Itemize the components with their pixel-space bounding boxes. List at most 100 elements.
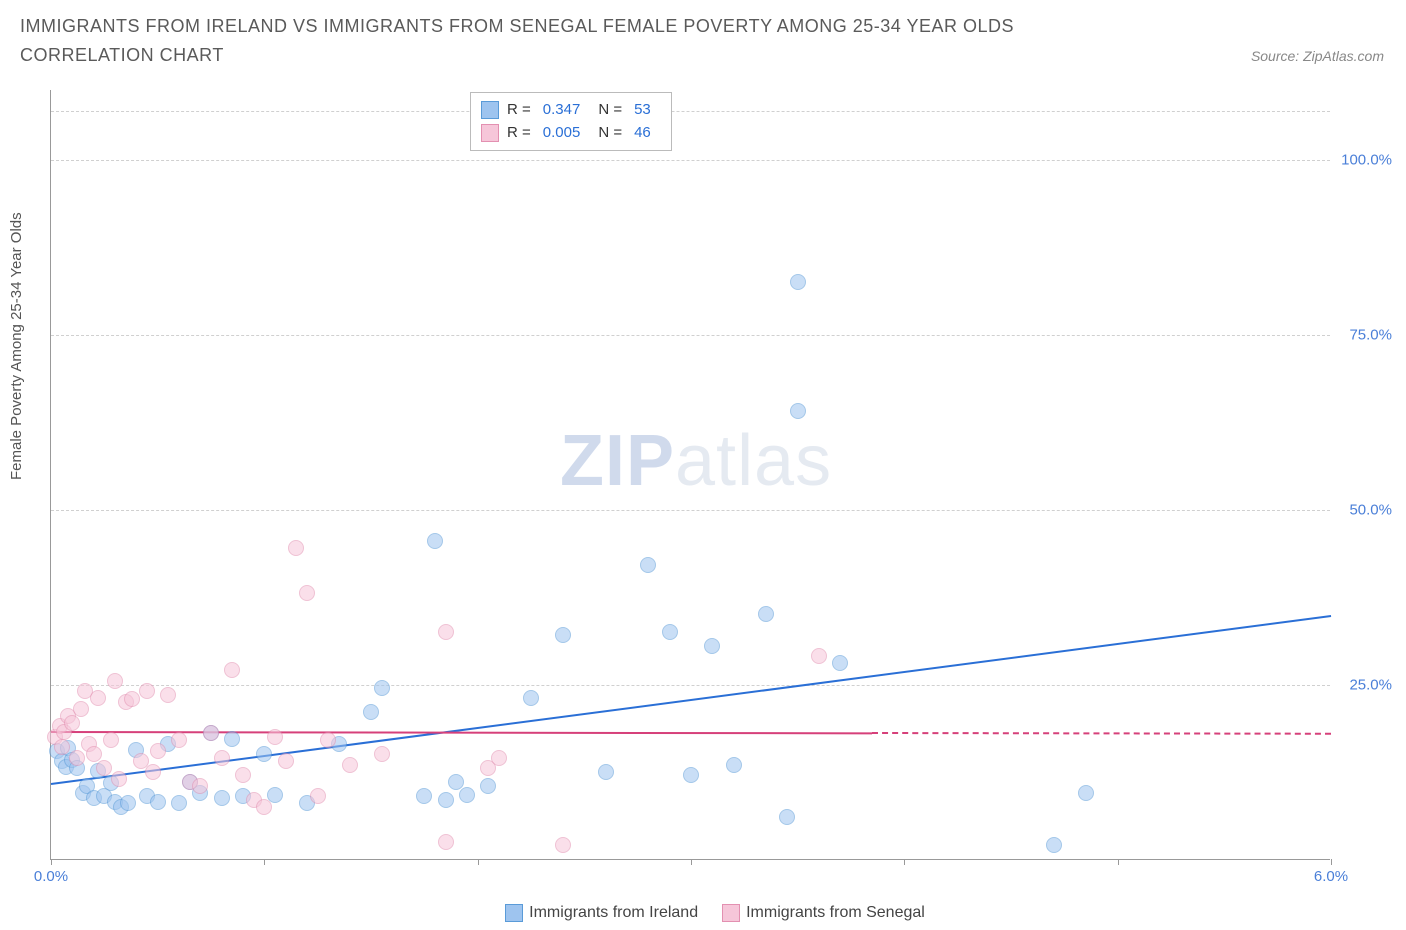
data-point xyxy=(811,648,827,664)
legend-swatch xyxy=(481,101,499,119)
data-point xyxy=(427,533,443,549)
data-point xyxy=(320,732,336,748)
stats-row: R =0.347N =53 xyxy=(481,99,661,122)
bottom-legend: Immigrants from IrelandImmigrants from S… xyxy=(0,904,1406,922)
data-point xyxy=(214,790,230,806)
data-point xyxy=(214,750,230,766)
data-point xyxy=(69,750,85,766)
r-value[interactable]: 0.347 xyxy=(543,99,581,122)
gridline xyxy=(51,685,1330,686)
data-point xyxy=(299,585,315,601)
data-point xyxy=(662,624,678,640)
data-point xyxy=(224,731,240,747)
trend-line-extrapolated xyxy=(872,732,1331,735)
data-point xyxy=(267,729,283,745)
n-label: N = xyxy=(598,99,622,122)
data-point xyxy=(150,743,166,759)
data-point xyxy=(288,540,304,556)
data-point xyxy=(640,557,656,573)
data-point xyxy=(203,725,219,741)
x-tick xyxy=(691,859,692,865)
data-point xyxy=(1046,837,1062,853)
r-label: R = xyxy=(507,122,531,145)
x-tick xyxy=(51,859,52,865)
data-point xyxy=(779,809,795,825)
x-tick xyxy=(1331,859,1332,865)
data-point xyxy=(171,795,187,811)
x-tick xyxy=(904,859,905,865)
data-point xyxy=(438,792,454,808)
data-point xyxy=(120,795,136,811)
y-axis-label: Female Poverty Among 25-34 Year Olds xyxy=(8,212,25,480)
data-point xyxy=(523,690,539,706)
data-point xyxy=(480,778,496,794)
legend-swatch xyxy=(505,904,523,922)
data-point xyxy=(192,778,208,794)
legend-swatch xyxy=(722,904,740,922)
data-point xyxy=(171,732,187,748)
data-point xyxy=(256,746,272,762)
data-point xyxy=(278,753,294,769)
data-point xyxy=(54,739,70,755)
data-point xyxy=(86,746,102,762)
x-tick xyxy=(264,859,265,865)
data-point xyxy=(790,403,806,419)
legend-series-label: Immigrants from Senegal xyxy=(746,904,925,921)
data-point xyxy=(256,799,272,815)
chart-title: IMMIGRANTS FROM IRELAND VS IMMIGRANTS FR… xyxy=(20,12,1120,70)
data-point xyxy=(342,757,358,773)
x-tick-label: 0.0% xyxy=(34,868,68,885)
data-point xyxy=(160,687,176,703)
data-point xyxy=(790,274,806,290)
data-point xyxy=(1078,785,1094,801)
scatter-plot-area: 25.0%50.0%75.0%100.0%0.0%6.0% xyxy=(50,90,1330,860)
gridline xyxy=(51,335,1330,336)
data-point xyxy=(374,746,390,762)
data-point xyxy=(459,787,475,803)
y-tick-label: 75.0% xyxy=(1336,327,1392,344)
data-point xyxy=(150,794,166,810)
gridline xyxy=(51,111,1330,112)
y-tick-label: 100.0% xyxy=(1336,152,1392,169)
data-point xyxy=(555,837,571,853)
data-point xyxy=(758,606,774,622)
data-point xyxy=(96,760,112,776)
trend-line xyxy=(51,615,1331,785)
data-point xyxy=(90,690,106,706)
data-point xyxy=(73,701,89,717)
data-point xyxy=(832,655,848,671)
correlation-stats-box: R =0.347N =53R =0.005N =46 xyxy=(470,92,672,151)
data-point xyxy=(374,680,390,696)
data-point xyxy=(310,788,326,804)
y-tick-label: 25.0% xyxy=(1336,677,1392,694)
r-value[interactable]: 0.005 xyxy=(543,122,581,145)
data-point xyxy=(111,771,127,787)
x-tick xyxy=(478,859,479,865)
data-point xyxy=(363,704,379,720)
n-value[interactable]: 53 xyxy=(634,99,651,122)
x-tick-label: 6.0% xyxy=(1314,868,1348,885)
data-point xyxy=(64,715,80,731)
data-point xyxy=(598,764,614,780)
data-point xyxy=(103,732,119,748)
data-point xyxy=(124,691,140,707)
data-point xyxy=(438,834,454,850)
data-point xyxy=(145,764,161,780)
n-value[interactable]: 46 xyxy=(634,122,651,145)
data-point xyxy=(704,638,720,654)
data-point xyxy=(438,624,454,640)
data-point xyxy=(139,683,155,699)
data-point xyxy=(683,767,699,783)
source-attribution: Source: ZipAtlas.com xyxy=(1251,48,1384,64)
data-point xyxy=(224,662,240,678)
stats-row: R =0.005N =46 xyxy=(481,122,661,145)
data-point xyxy=(491,750,507,766)
data-point xyxy=(555,627,571,643)
x-tick xyxy=(1118,859,1119,865)
data-point xyxy=(235,767,251,783)
legend-swatch xyxy=(481,124,499,142)
data-point xyxy=(416,788,432,804)
y-tick-label: 50.0% xyxy=(1336,502,1392,519)
gridline xyxy=(51,510,1330,511)
data-point xyxy=(726,757,742,773)
